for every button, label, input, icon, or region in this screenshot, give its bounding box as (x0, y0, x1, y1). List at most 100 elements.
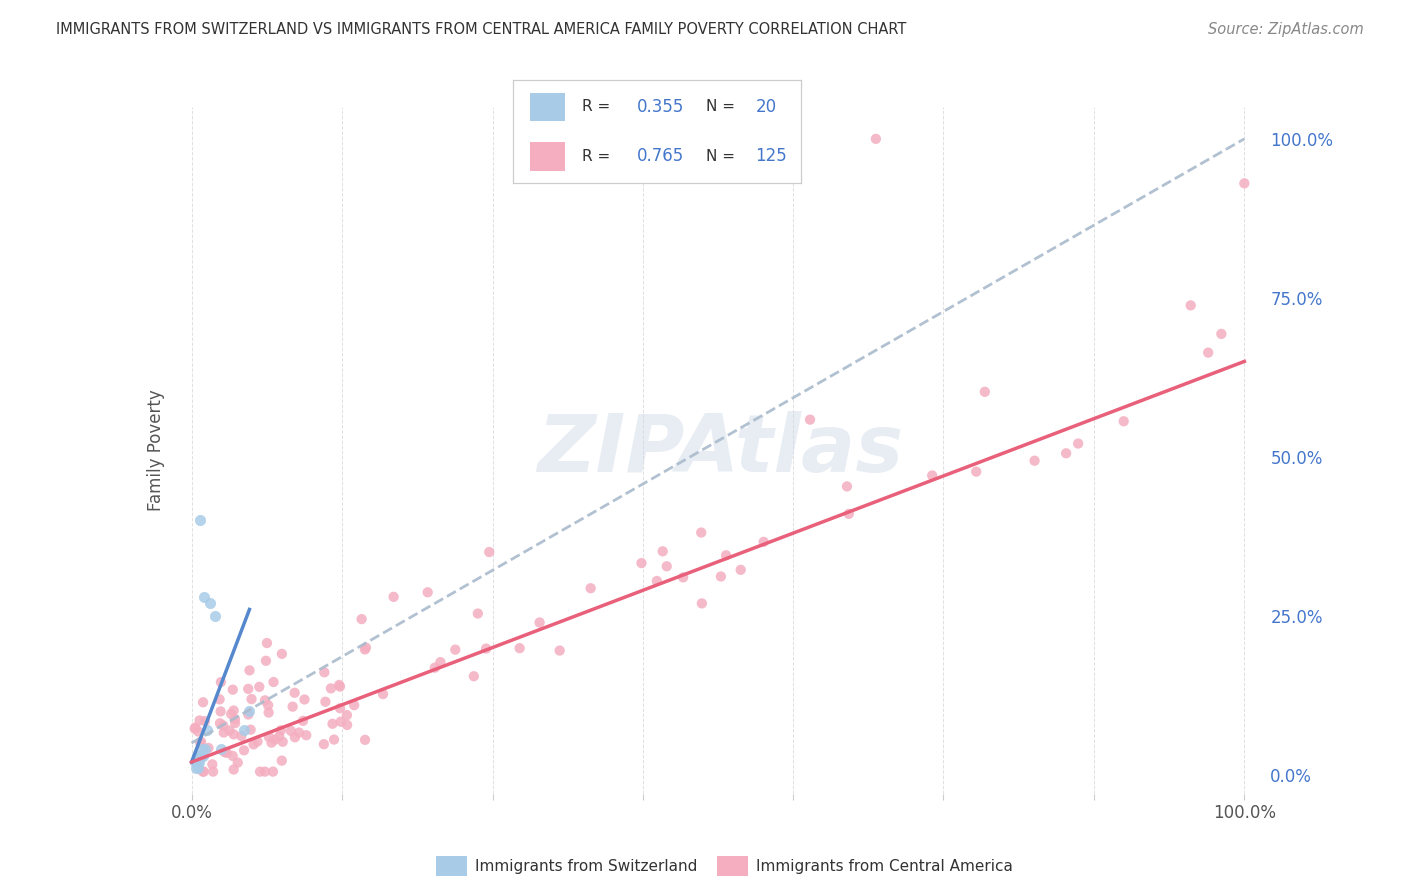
Point (288, 725, 311, 739)
Text: 125: 125 (755, 147, 787, 165)
Point (799, 412, 821, 426)
Point (314, 665, 336, 680)
Text: Source: ZipAtlas.com: Source: ZipAtlas.com (1208, 22, 1364, 37)
Bar (530, 93, 565, 121)
Point (256, 636, 278, 650)
Point (209, 705, 232, 719)
Point (579, 581, 602, 595)
Point (242, 738, 264, 752)
Point (509, 641, 531, 656)
Point (269, 730, 291, 744)
Point (529, 615, 551, 630)
Point (188, 714, 211, 728)
Point (270, 647, 292, 661)
Point (201, 757, 224, 772)
Point (239, 723, 262, 737)
Point (752, 534, 775, 549)
Point (247, 680, 270, 694)
Point (224, 712, 246, 726)
Point (672, 570, 695, 584)
Point (354, 640, 377, 655)
Point (444, 642, 467, 657)
Point (730, 563, 752, 577)
Point (187, 755, 209, 769)
Point (224, 716, 246, 731)
Point (260, 736, 283, 750)
Point (226, 756, 249, 770)
Point (221, 748, 243, 763)
Point (240, 692, 263, 706)
Bar (530, 142, 565, 170)
Point (187, 748, 209, 763)
Point (270, 723, 292, 738)
Point (215, 746, 238, 760)
Point (194, 742, 217, 756)
Point (191, 764, 214, 779)
Point (463, 669, 485, 683)
Point (238, 681, 260, 696)
Point (200, 596, 222, 610)
Point (193, 764, 215, 779)
Point (257, 706, 280, 720)
Point (190, 748, 212, 763)
Point (187, 724, 209, 739)
Point (329, 701, 352, 715)
Point (467, 607, 489, 621)
Point (194, 714, 217, 728)
Point (382, 590, 405, 604)
Text: R =: R = (582, 99, 616, 114)
Point (322, 716, 344, 731)
Point (690, 525, 713, 540)
Point (350, 612, 373, 626)
Point (838, 507, 860, 521)
Text: N =: N = (706, 149, 740, 164)
Point (257, 698, 280, 713)
Point (187, 761, 209, 775)
Point (1024, 453, 1046, 467)
Point (184, 721, 207, 735)
Point (222, 704, 245, 718)
Point (294, 692, 316, 706)
Point (343, 698, 366, 713)
Point (195, 723, 218, 738)
Point (710, 569, 733, 583)
Point (222, 727, 245, 741)
Point (690, 596, 713, 610)
Point (257, 730, 280, 744)
Point (231, 729, 253, 743)
Point (714, 549, 737, 563)
Point (238, 664, 260, 678)
Point (548, 643, 571, 657)
Point (187, 755, 209, 769)
Point (323, 732, 346, 747)
Point (314, 695, 336, 709)
Point (271, 735, 294, 749)
Text: 20: 20 (755, 98, 776, 116)
Point (222, 763, 245, 777)
Point (312, 737, 335, 751)
Point (238, 707, 260, 722)
Text: Immigrants from Switzerland: Immigrants from Switzerland (475, 859, 697, 873)
Point (371, 687, 394, 701)
Point (246, 734, 269, 748)
Point (1112, 414, 1135, 428)
Point (655, 559, 678, 574)
Point (835, 479, 858, 493)
Point (218, 723, 240, 738)
Point (336, 708, 359, 723)
Point (253, 764, 276, 779)
Point (319, 681, 342, 696)
Point (328, 678, 350, 692)
Point (354, 642, 377, 657)
Point (183, 722, 205, 736)
Point (191, 695, 214, 709)
Point (208, 716, 231, 731)
Point (423, 661, 446, 675)
Point (253, 693, 276, 707)
Point (264, 732, 287, 747)
Point (284, 731, 307, 745)
Point (208, 692, 231, 706)
Point (1197, 345, 1219, 359)
Point (478, 545, 501, 559)
Text: IMMIGRANTS FROM SWITZERLAND VS IMMIGRANTS FROM CENTRAL AMERICA FAMILY POVERTY CO: IMMIGRANTS FROM SWITZERLAND VS IMMIGRANT… (56, 22, 907, 37)
